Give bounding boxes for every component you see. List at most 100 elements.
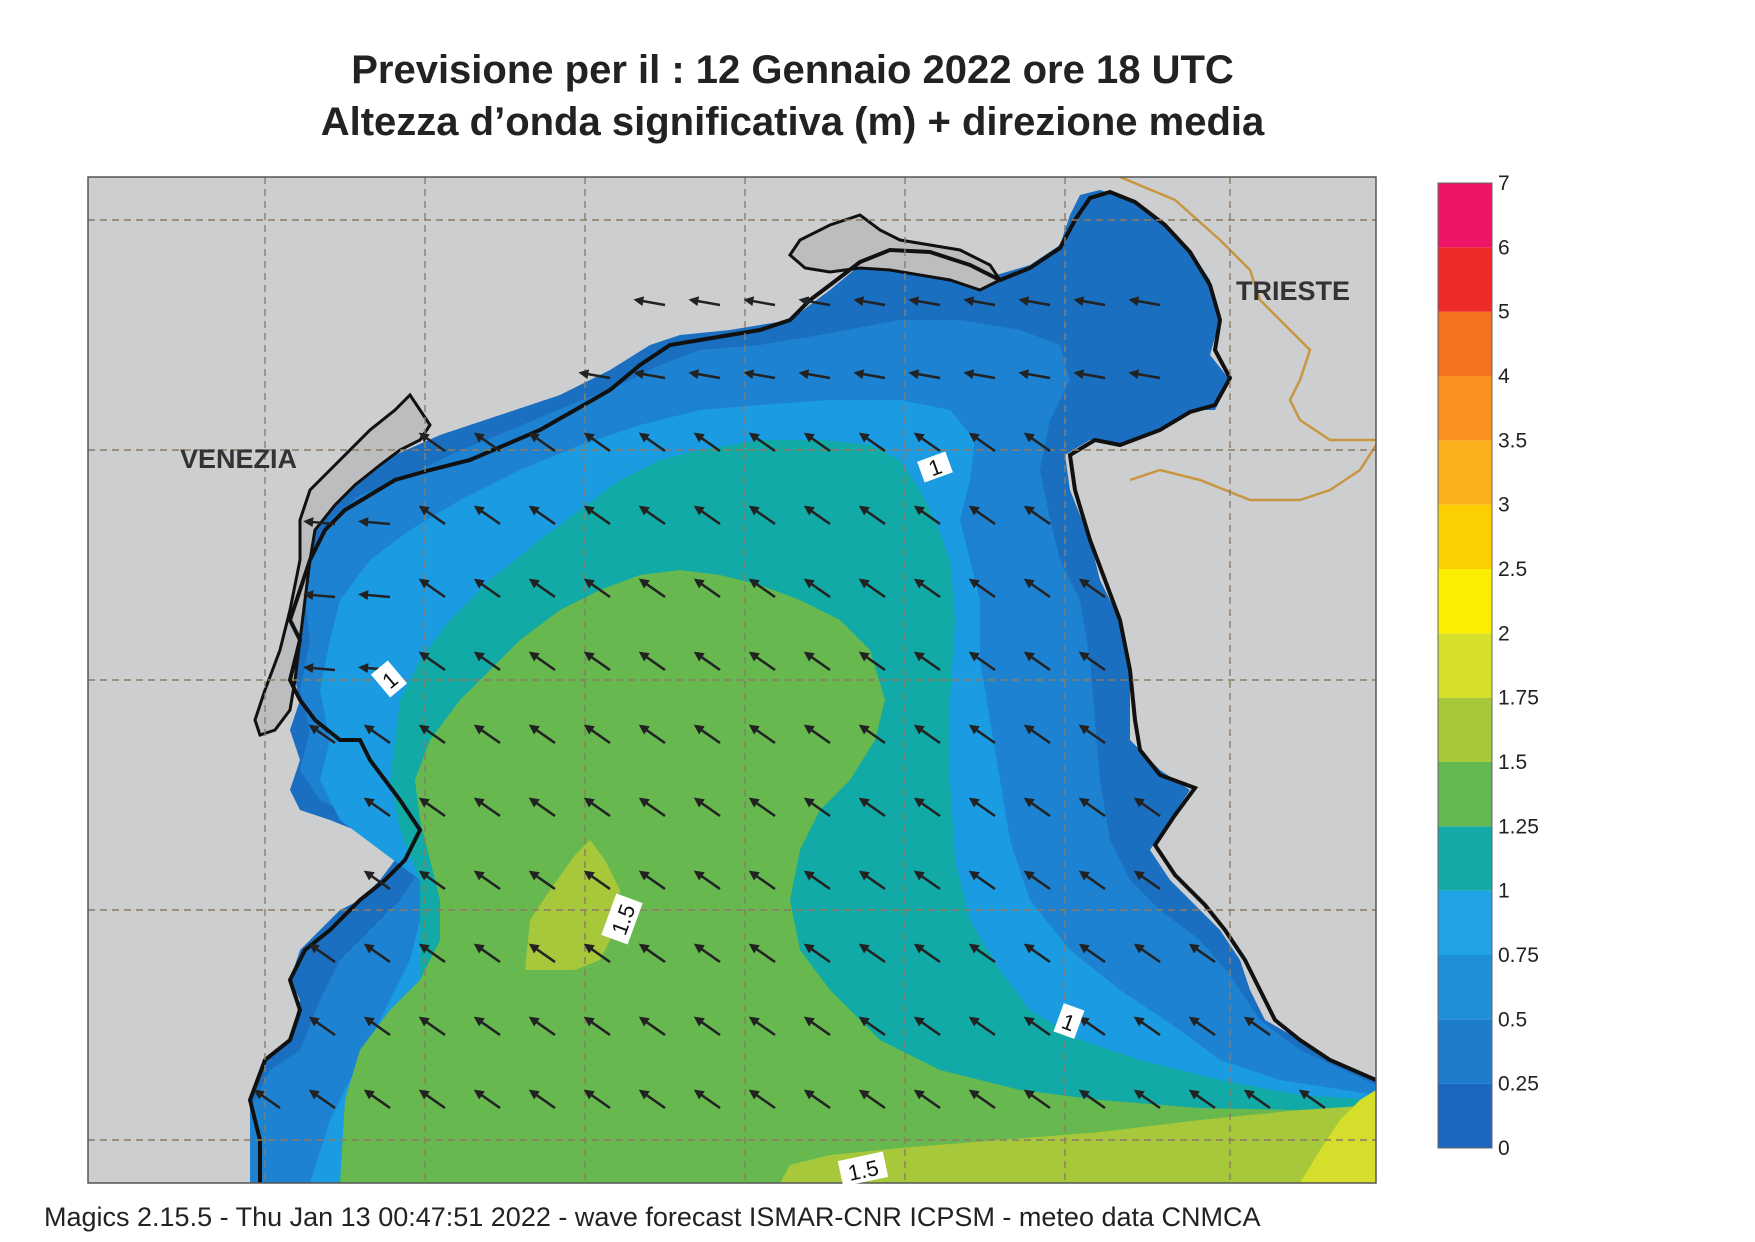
wave-direction-arrow xyxy=(913,797,941,818)
wave-direction-arrow xyxy=(858,870,886,891)
wave-direction-arrow xyxy=(418,505,446,526)
wave-direction-arrow xyxy=(1023,578,1051,599)
wave-direction-arrow xyxy=(1078,1089,1106,1110)
wave-direction-arrow xyxy=(803,505,831,526)
colorbar-tick-label: 6 xyxy=(1498,236,1510,259)
wave-direction-arrow xyxy=(803,1016,831,1037)
colorbar-tick-label: 4 xyxy=(1498,365,1510,388)
wave-direction-arrow xyxy=(638,724,666,745)
wave-direction-arrow xyxy=(803,943,831,964)
plot-frame xyxy=(87,176,1377,1184)
wave-direction-arrow xyxy=(908,296,941,307)
wave-direction-arrow xyxy=(913,943,941,964)
wave-direction-arrow xyxy=(583,870,611,891)
wave-direction-arrow xyxy=(693,1089,721,1110)
wave-direction-arrow xyxy=(748,870,776,891)
wave-direction-arrow xyxy=(803,651,831,672)
svg-text:1.5: 1.5 xyxy=(846,1155,881,1186)
wave-direction-arrow xyxy=(303,663,336,674)
wave-direction-arrow xyxy=(473,1089,501,1110)
wave-direction-arrow xyxy=(913,1016,941,1037)
wave-direction-arrow xyxy=(968,724,996,745)
wave-direction-arrow xyxy=(1078,651,1106,672)
wave-direction-arrow xyxy=(638,651,666,672)
wave-direction-arrow xyxy=(1023,797,1051,818)
wave-direction-arrow xyxy=(798,296,831,307)
footer-credits: Magics 2.15.5 - Thu Jan 13 00:47:51 2022… xyxy=(44,1202,1261,1232)
wave-direction-arrow xyxy=(418,870,446,891)
wave-direction-arrow xyxy=(583,505,611,526)
wave-direction-arrow xyxy=(473,651,501,672)
wave-direction-arrow xyxy=(1133,1089,1161,1110)
wave-direction-arrow xyxy=(418,724,446,745)
colorbar-swatch xyxy=(1438,247,1492,312)
wave-direction-arrow xyxy=(1078,943,1106,964)
wave-direction-arrow xyxy=(913,651,941,672)
wave-direction-arrow xyxy=(748,432,776,453)
country-border-2 xyxy=(1129,444,1376,502)
wave-direction-arrow xyxy=(1018,296,1051,307)
wave-direction-arrow xyxy=(858,1016,886,1037)
wave-direction-arrow xyxy=(913,505,941,526)
grado-lagoon-land xyxy=(788,213,1003,292)
wave-direction-arrow xyxy=(803,578,831,599)
colorbar-tick-label: 1.25 xyxy=(1498,815,1539,838)
wave-direction-arrow xyxy=(968,1016,996,1037)
contour-label: 1 xyxy=(917,451,953,483)
wave-direction-arrow xyxy=(963,369,996,380)
wave-direction-arrow xyxy=(748,578,776,599)
city-label-venezia: VENEZIA xyxy=(180,444,297,474)
wave-direction-arrow xyxy=(473,1016,501,1037)
wave-direction-arrow xyxy=(1078,724,1106,745)
wave-direction-arrow xyxy=(1023,1016,1051,1037)
wave-direction-arrow xyxy=(748,943,776,964)
wave-direction-arrow xyxy=(853,296,886,307)
wave-direction-arrow xyxy=(913,870,941,891)
wave-direction-arrow xyxy=(1023,943,1051,964)
colorbar-swatch xyxy=(1438,504,1492,569)
colorbar-swatch xyxy=(1438,633,1492,698)
wave-direction-arrow xyxy=(1078,1016,1106,1037)
wave-direction-arrow xyxy=(748,1016,776,1037)
wave-direction-arrow xyxy=(418,1089,446,1110)
wave-direction-arrow xyxy=(1133,1016,1161,1037)
wave-direction-arrow xyxy=(418,797,446,818)
wave-direction-arrow xyxy=(583,724,611,745)
wave-direction-arrow xyxy=(858,797,886,818)
wave-direction-arrow xyxy=(968,870,996,891)
wave-direction-arrow xyxy=(308,1016,336,1037)
wave-direction-arrow xyxy=(693,651,721,672)
wave-direction-arrow xyxy=(1023,1089,1051,1110)
wave-direction-arrow xyxy=(1078,797,1106,818)
wave-direction-arrow xyxy=(913,724,941,745)
wave-direction-arrow xyxy=(308,1089,336,1110)
colorbar-tick-label: 7 xyxy=(1498,172,1510,195)
wave-direction-arrow xyxy=(858,432,886,453)
wave-direction-arrow xyxy=(633,296,666,307)
wave-direction-arrow xyxy=(853,369,886,380)
wave-direction-arrow xyxy=(963,296,996,307)
wave-direction-arrow xyxy=(798,369,831,380)
colorbar: 0 0.25 0.5 0.75 1 1.25 1.5 1.75 2 2.5 3 3.5 4 5 6 7 xyxy=(1437,172,1539,1160)
wave-direction-arrow xyxy=(363,870,391,891)
wave-direction-arrow xyxy=(913,1089,941,1110)
colorbar-tick-label: 0.5 xyxy=(1498,1008,1527,1031)
wave-direction-arrow xyxy=(363,797,391,818)
wave-direction-arrow xyxy=(1023,651,1051,672)
wave-direction-arrow xyxy=(1078,578,1106,599)
colorbar-swatch xyxy=(1438,311,1492,376)
wave-direction-arrow xyxy=(418,578,446,599)
wave-direction-arrow xyxy=(1188,1089,1216,1110)
colorbar-swatch xyxy=(1438,569,1492,634)
wave-direction-arrow xyxy=(528,1089,556,1110)
contour-label: 1 xyxy=(1053,1003,1085,1039)
colorbar-tick-label: 3.5 xyxy=(1498,429,1527,452)
wave-direction-arrow xyxy=(1023,724,1051,745)
colorbar-swatch xyxy=(1438,440,1492,505)
wave-direction-arrow xyxy=(688,296,721,307)
wave-direction-arrow xyxy=(693,797,721,818)
colorbar-tick-label: 1.75 xyxy=(1498,687,1539,710)
wave-direction-arrow xyxy=(1243,1089,1271,1110)
wave-direction-arrow xyxy=(633,369,666,380)
sea-band-1-75 xyxy=(1300,1090,1376,1183)
